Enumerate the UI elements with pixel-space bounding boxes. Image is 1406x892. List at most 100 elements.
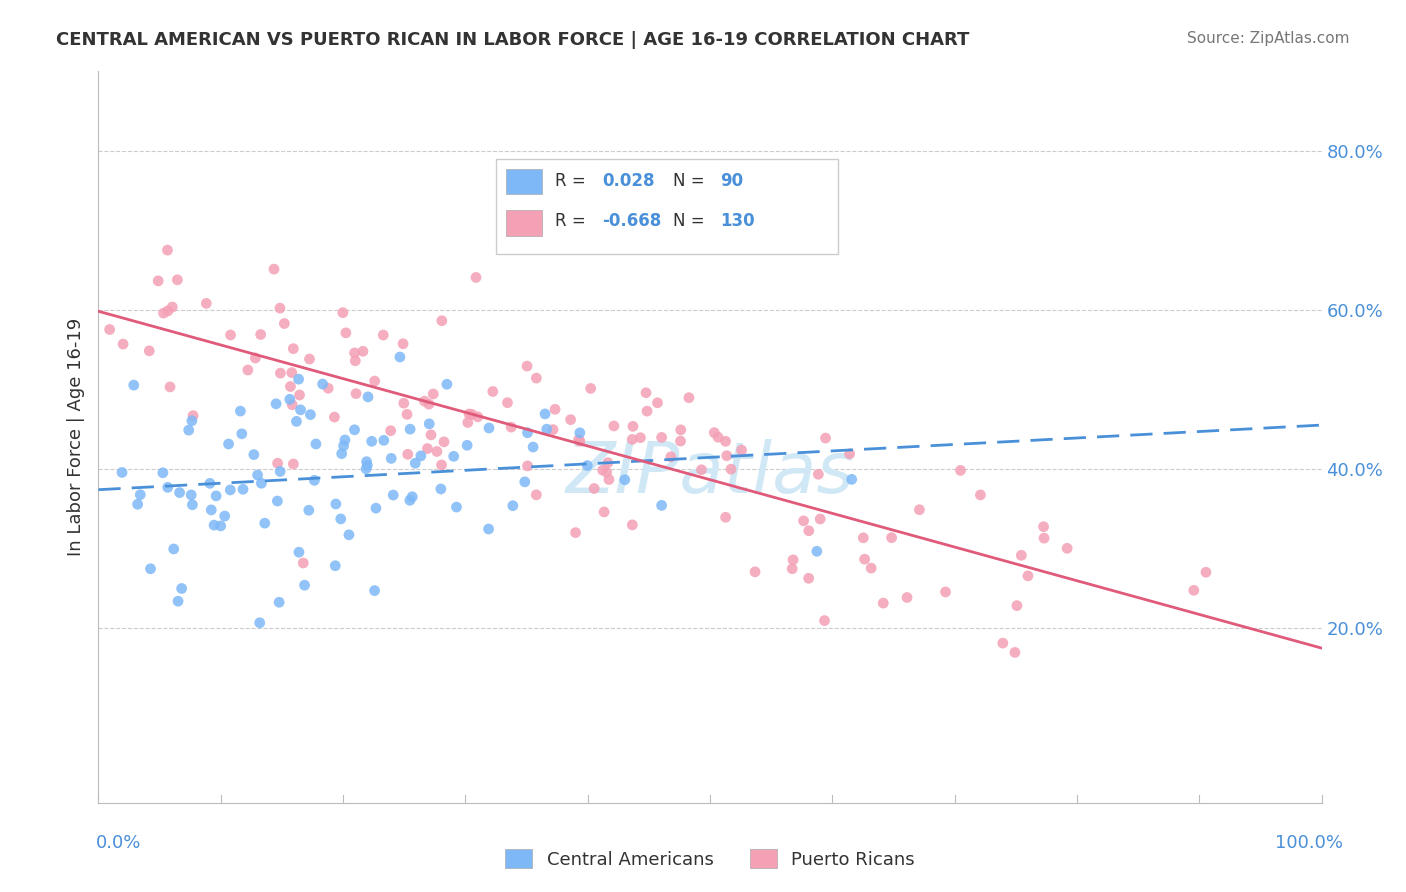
Point [782,553,804,567]
Point [568,434,591,449]
Point [246,468,269,483]
Point [703,425,725,440]
Point [592,463,614,477]
Point [98,322,121,336]
Point [304,473,326,487]
Point [838,447,860,461]
Point [969,488,991,502]
Point [344,386,367,401]
Point [516,359,538,373]
Point [356,458,378,473]
Point [814,431,837,445]
Point [603,419,626,434]
Point [522,440,544,454]
Point [430,482,453,496]
Point [177,423,200,437]
Point [316,381,339,395]
Point [332,306,354,320]
Point [593,505,616,519]
Point [323,410,346,425]
Point [281,366,304,380]
Point [236,363,259,377]
Point [513,475,536,489]
Point [880,531,903,545]
Point [363,374,385,388]
Point [298,503,321,517]
Point [202,518,225,533]
Point [159,380,181,394]
Point [651,430,673,444]
Point [481,384,503,399]
Point [269,595,291,609]
Point [200,503,222,517]
Point [360,434,382,449]
Point [576,458,599,473]
Point [841,472,863,486]
Point [263,262,285,277]
Point [477,522,499,536]
Point [181,409,204,423]
Point [392,336,415,351]
Point [266,456,288,470]
Point [266,494,288,508]
Legend: Central Americans, Puerto Ricans: Central Americans, Puerto Ricans [498,842,922,876]
Text: -0.668: -0.668 [602,212,662,230]
Point [418,417,440,431]
Point [516,425,538,440]
Point [714,434,737,449]
Point [156,304,179,318]
Point [269,465,291,479]
Point [356,455,378,469]
Point [122,378,145,392]
Point [628,431,651,445]
Point [219,328,242,343]
Text: R =: R = [555,212,585,230]
Point [380,424,402,438]
Y-axis label: In Labor Force | Age 16-19: In Labor Force | Age 16-19 [66,318,84,557]
Text: N =: N = [673,212,704,230]
Point [278,392,301,407]
Point [337,528,360,542]
Point [1032,519,1054,533]
Point [908,502,931,516]
Point [249,327,271,342]
Point [1017,569,1039,583]
Point [401,490,423,504]
FancyBboxPatch shape [496,159,838,254]
Point [399,493,422,508]
Point [380,451,402,466]
Point [323,558,346,573]
Point [253,516,276,531]
Point [714,510,737,524]
Point [502,499,524,513]
Point [501,420,523,434]
Point [292,556,315,570]
Point [496,395,519,409]
Point [243,448,266,462]
Point [232,483,254,497]
Point [579,381,602,395]
Point [806,544,828,558]
Point [332,439,354,453]
Point [467,409,489,424]
Point [180,488,202,502]
Point [264,397,287,411]
Text: 130: 130 [720,212,755,230]
Text: R =: R = [555,172,585,190]
Point [285,414,308,428]
Point [343,423,366,437]
Point [245,351,267,365]
Point [446,500,468,514]
Point [433,434,456,449]
Point [352,344,374,359]
Point [621,419,644,434]
Point [288,388,311,402]
Point [364,501,387,516]
Point [280,379,302,393]
Point [716,449,738,463]
Point [269,366,291,380]
Point [287,372,309,386]
Point [534,407,557,421]
Text: 90: 90 [720,172,742,190]
Point [294,578,316,592]
